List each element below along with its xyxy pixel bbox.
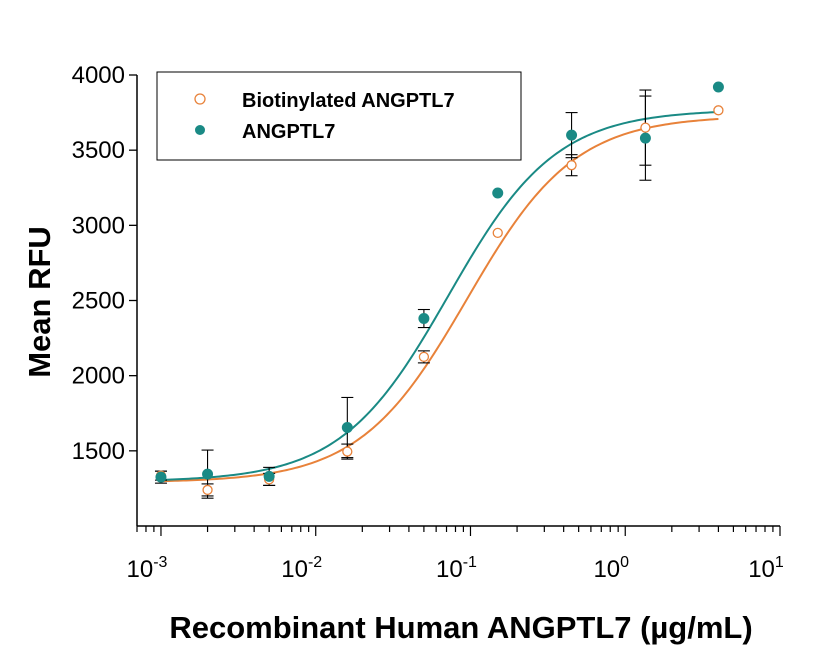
y-ticks: 1500 2000 2500 3000 3500 4000 [72,62,137,465]
y-tick-label: 2500 [72,288,125,315]
y-axis-title: Mean RFU [22,226,57,378]
point-biotinylated [492,227,503,239]
x-tick-label: 100 [593,554,629,583]
legend: Biotinylated ANGPTL7 ANGPTL7 [156,71,522,161]
fit-curve [160,111,719,481]
point-angptl7 [566,129,578,141]
point-angptl7 [202,468,214,480]
point-biotinylated [342,446,353,457]
point-angptl7 [639,132,651,144]
point-biotinylated [566,160,577,171]
x-tick-label: 10-1 [436,554,477,583]
x-tick-label: 10-2 [281,554,322,583]
y-tick-label: 2000 [72,363,125,390]
y-tick-label: 3500 [72,137,125,164]
x-ticks: 10-3 10-2 10-1 100 101 [127,526,784,583]
point-angptl7 [712,81,724,93]
legend-marker-angptl7 [195,125,205,135]
point-angptl7 [155,471,167,483]
point-angptl7 [263,470,275,482]
y-tick-label: 4000 [72,62,125,89]
fit-curve [160,117,719,483]
x-axis-title: Recombinant Human ANGPTL7 (µg/mL) [169,610,752,645]
point-biotinylated [418,351,430,363]
fit-curves [160,111,719,483]
legend-label-biotinylated: Biotinylated ANGPTL7 [242,90,455,112]
x-tick-label: 101 [748,554,784,583]
legend-label-angptl7: ANGPTL7 [242,121,335,143]
y-tick-label: 3000 [72,212,125,239]
point-angptl7 [492,187,504,199]
legend-marker-biotinylated [194,93,206,105]
x-tick-label: 10-3 [127,554,168,583]
data-points [155,81,724,496]
point-angptl7 [341,422,353,434]
y-tick-label: 1500 [72,438,125,465]
point-biotinylated [713,105,724,116]
point-biotinylated [640,122,651,133]
point-angptl7 [418,313,430,325]
legend-box [156,71,522,161]
point-biotinylated [202,484,213,496]
